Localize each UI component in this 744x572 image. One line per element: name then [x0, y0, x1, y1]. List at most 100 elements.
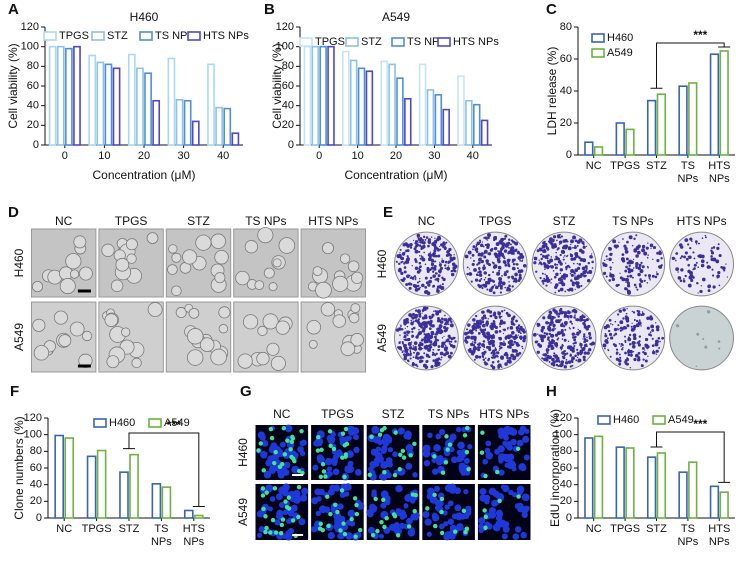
colony	[431, 261, 433, 264]
colony	[483, 346, 486, 349]
colony	[487, 277, 489, 280]
colony	[557, 235, 560, 239]
colony	[484, 335, 488, 338]
colony	[574, 275, 576, 277]
colony	[400, 349, 403, 351]
colony	[503, 249, 508, 253]
cell	[121, 327, 131, 337]
colony	[511, 285, 514, 288]
colony	[580, 349, 583, 353]
colony	[506, 288, 509, 292]
column-label: NC	[273, 407, 291, 421]
colony	[497, 257, 499, 259]
colony	[490, 351, 493, 355]
legend-label: HTS NPs	[203, 30, 249, 42]
bar	[678, 471, 688, 519]
colony	[487, 252, 492, 256]
colony	[548, 360, 551, 363]
bar	[112, 67, 121, 146]
colony	[422, 321, 426, 324]
edu-positive	[270, 517, 276, 523]
colony	[655, 353, 658, 355]
cell	[242, 314, 259, 330]
nucleus	[277, 468, 283, 475]
colony	[403, 344, 406, 348]
colony	[494, 347, 497, 349]
edu-positive	[464, 449, 470, 455]
colony	[411, 276, 415, 280]
colony	[435, 352, 438, 356]
bar	[678, 85, 688, 156]
colony	[493, 284, 496, 286]
nucleus	[269, 496, 276, 502]
significance-label: ***	[693, 417, 707, 431]
colony	[554, 258, 557, 261]
colony	[515, 341, 519, 346]
colony	[482, 310, 485, 314]
colony	[563, 338, 567, 342]
colony	[477, 343, 481, 347]
x-tick-label: 40	[466, 150, 479, 162]
colony	[644, 274, 647, 277]
colony	[421, 283, 425, 288]
colony	[420, 359, 424, 363]
colony	[488, 288, 493, 293]
colony	[518, 276, 522, 280]
nucleus	[508, 489, 514, 496]
colony	[478, 285, 482, 289]
cell	[268, 282, 278, 292]
colony	[508, 314, 511, 317]
nucleus	[385, 457, 393, 464]
colony	[434, 260, 437, 263]
colony	[502, 238, 504, 240]
y-tick-label: 0	[36, 512, 42, 524]
colony	[475, 319, 480, 324]
colony	[506, 357, 509, 359]
nucleus	[282, 489, 289, 497]
colony	[430, 263, 434, 267]
colony	[447, 260, 451, 264]
nucleus	[353, 446, 360, 454]
colony	[608, 332, 613, 337]
colony	[480, 243, 483, 247]
edu-positive	[392, 472, 398, 478]
colony	[412, 351, 416, 354]
legend-swatch	[299, 37, 313, 47]
colony	[418, 329, 420, 331]
colony	[414, 242, 417, 245]
colony	[514, 272, 518, 277]
colony	[519, 332, 522, 335]
colony	[483, 252, 486, 255]
colony	[447, 354, 452, 359]
edu-positive	[288, 447, 293, 452]
colony	[484, 277, 487, 279]
colony	[444, 260, 448, 264]
colony	[573, 344, 576, 348]
colony	[509, 343, 513, 347]
edu-positive	[483, 473, 488, 479]
colony	[581, 260, 583, 262]
colony	[406, 255, 409, 258]
bar	[152, 99, 161, 146]
colony	[561, 338, 564, 340]
colony	[726, 276, 728, 278]
colony	[517, 334, 519, 336]
colony	[617, 283, 620, 287]
colony	[677, 271, 679, 273]
colony	[608, 279, 612, 282]
colony	[680, 255, 684, 258]
nucleus	[387, 447, 394, 453]
column-label: TS NPs	[245, 214, 286, 228]
colony	[547, 260, 551, 265]
colony	[434, 335, 437, 339]
y-tick-label: 0	[566, 512, 572, 524]
colony	[657, 337, 661, 340]
colony	[466, 272, 469, 276]
nucleus	[443, 521, 449, 527]
colony	[575, 319, 577, 322]
colony	[649, 279, 651, 281]
nucleus	[426, 491, 435, 500]
colony	[471, 253, 475, 257]
colony	[512, 343, 515, 346]
colony	[559, 362, 564, 367]
